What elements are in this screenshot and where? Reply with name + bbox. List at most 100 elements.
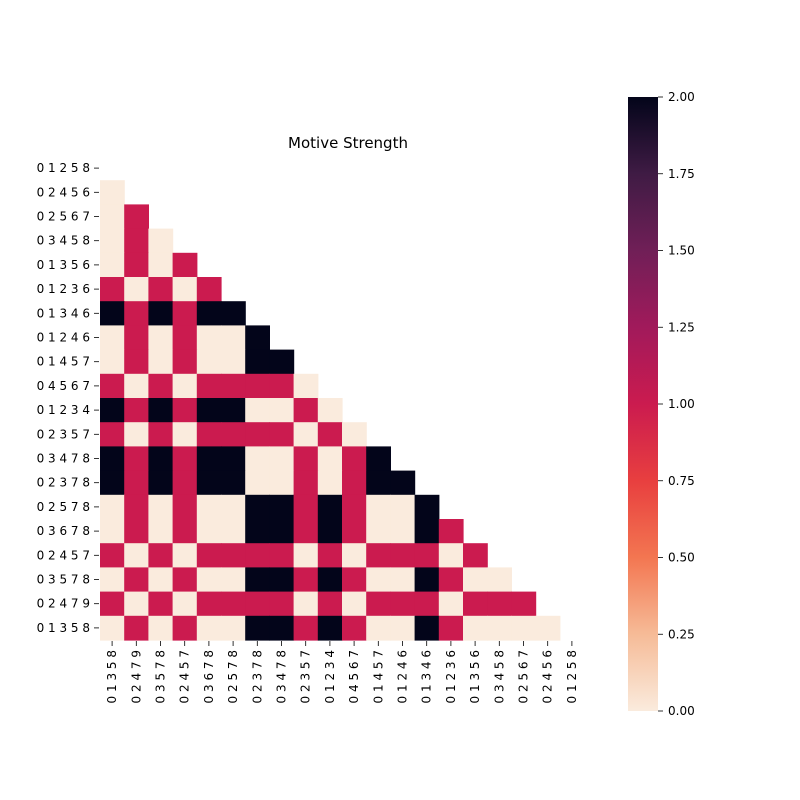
- heatmap-cell: [124, 398, 149, 423]
- colorbar-tick-label: 0.00: [668, 704, 695, 718]
- col-label: 0 3 5 7 8: [154, 650, 168, 703]
- heatmap-cell: [196, 615, 222, 641]
- heatmap-cell: [221, 591, 246, 617]
- col-label: 0 2 4 5 7: [178, 650, 192, 703]
- col-label: 0 1 3 5 8: [105, 650, 119, 703]
- row-label: 0 1 2 5 8: [37, 161, 90, 175]
- heatmap-cell: [317, 591, 343, 617]
- heatmap-cell: [221, 422, 246, 447]
- heatmap-cell: [317, 494, 343, 520]
- heatmap-cell: [221, 519, 246, 544]
- heatmap-cell: [463, 543, 488, 568]
- heatmap-cell: [317, 446, 343, 472]
- heatmap-cell: [390, 591, 416, 617]
- heatmap-cell: [366, 446, 391, 472]
- colorbar-tick-label: 0.25: [668, 627, 695, 641]
- heatmap-cell: [148, 567, 174, 593]
- heatmap-cell: [293, 422, 319, 447]
- row-label: 0 2 4 7 9: [37, 597, 90, 611]
- heatmap-cell: [148, 398, 174, 423]
- heatmap-cell: [124, 615, 149, 641]
- heatmap-cell: [196, 591, 222, 617]
- colorbar-tick-label: 1.00: [668, 397, 695, 411]
- colorbar-tick-label: 2.00: [668, 90, 695, 104]
- heatmap-cell: [245, 567, 270, 593]
- heatmap-cell: [100, 615, 125, 641]
- heatmap-cell: [245, 325, 270, 351]
- heatmap-cell: [196, 349, 222, 375]
- heatmap-cell: [148, 446, 174, 472]
- heatmap-cell: [245, 615, 270, 641]
- heatmap-cell: [366, 494, 391, 520]
- heatmap-cell: [100, 470, 125, 496]
- heatmap-cell: [293, 446, 319, 472]
- heatmap-cell: [366, 615, 391, 641]
- heatmap-cell: [148, 422, 174, 447]
- row-label: 0 4 5 6 7: [37, 379, 90, 393]
- col-label: 0 1 2 5 8: [565, 650, 579, 703]
- row-label: 0 3 5 7 8: [37, 573, 90, 587]
- row-label: 0 1 2 4 6: [37, 331, 90, 345]
- heatmap-cell: [269, 470, 295, 496]
- heatmap-cell: [463, 591, 488, 617]
- heatmap-cell: [172, 567, 198, 593]
- heatmap-cell: [269, 349, 295, 375]
- colorbar-tick-label: 0.50: [668, 551, 695, 565]
- chart-title: Motive Strength: [288, 134, 408, 152]
- heatmap-cell: [245, 446, 270, 472]
- heatmap-cell: [245, 543, 270, 568]
- row-labels: 0 1 2 5 8 0 2 4 5 6 0 2 5 6 7 0 3 4 5 8 0 1 …: [37, 161, 99, 635]
- heatmap-cell: [124, 422, 149, 447]
- heatmap-cell: [438, 519, 464, 544]
- colorbar-gradient: [628, 97, 658, 711]
- heatmap-cell: [390, 615, 416, 641]
- heatmap-cell: [100, 349, 125, 375]
- heatmap-cell: [196, 519, 222, 544]
- heatmap-cell: [269, 567, 295, 593]
- heatmap-cell: [100, 422, 125, 447]
- heatmap-cell: [196, 398, 222, 423]
- heatmap-cell: [317, 519, 343, 544]
- heatmap-cell: [414, 494, 440, 520]
- row-label: 0 2 4 5 7: [37, 548, 90, 562]
- col-label: 0 3 4 7 8: [275, 650, 289, 703]
- heatmap-cell: [269, 519, 295, 544]
- heatmap-cell: [293, 519, 319, 544]
- heatmap-cell: [124, 228, 149, 254]
- heatmap-cell: [172, 543, 198, 568]
- heatmap-cell: [148, 543, 174, 568]
- col-label: 0 2 3 5 7: [299, 650, 313, 703]
- heatmap-cell: [293, 398, 319, 423]
- heatmap-cell: [148, 470, 174, 496]
- heatmap-cell: [124, 494, 149, 520]
- heatmap-cell: [100, 204, 125, 230]
- colorbar-tick-label: 1.50: [668, 244, 695, 258]
- heatmap-cell: [124, 204, 149, 230]
- heatmap-cell: [100, 252, 125, 278]
- heatmap-cell: [438, 591, 464, 617]
- col-label: 0 1 2 4 6: [396, 650, 410, 703]
- heatmap-cell: [342, 591, 367, 617]
- heatmap-cell: [366, 470, 391, 496]
- heatmap-cell: [196, 277, 222, 302]
- heatmap-cell: [172, 252, 198, 278]
- heatmap-cell: [245, 373, 270, 399]
- heatmap-cell: [172, 398, 198, 423]
- col-label: 0 1 4 5 7: [371, 650, 385, 703]
- heatmap-cell: [100, 180, 125, 205]
- heatmap-cell: [124, 301, 149, 326]
- heatmap-cell: [124, 567, 149, 593]
- heatmap-cell: [366, 591, 391, 617]
- col-label: 0 3 4 5 8: [492, 650, 506, 703]
- row-label: 0 1 2 3 4: [37, 403, 90, 417]
- heatmap-cell: [293, 470, 319, 496]
- heatmap-cell: [293, 615, 319, 641]
- heatmap-cell: [196, 422, 222, 447]
- row-label: 0 3 4 5 8: [37, 234, 90, 248]
- heatmap-cell: [245, 422, 270, 447]
- heatmap-cell: [245, 398, 270, 423]
- heatmap-cell: [342, 543, 367, 568]
- heatmap-cell: [124, 470, 149, 496]
- heatmap-cell: [148, 252, 174, 278]
